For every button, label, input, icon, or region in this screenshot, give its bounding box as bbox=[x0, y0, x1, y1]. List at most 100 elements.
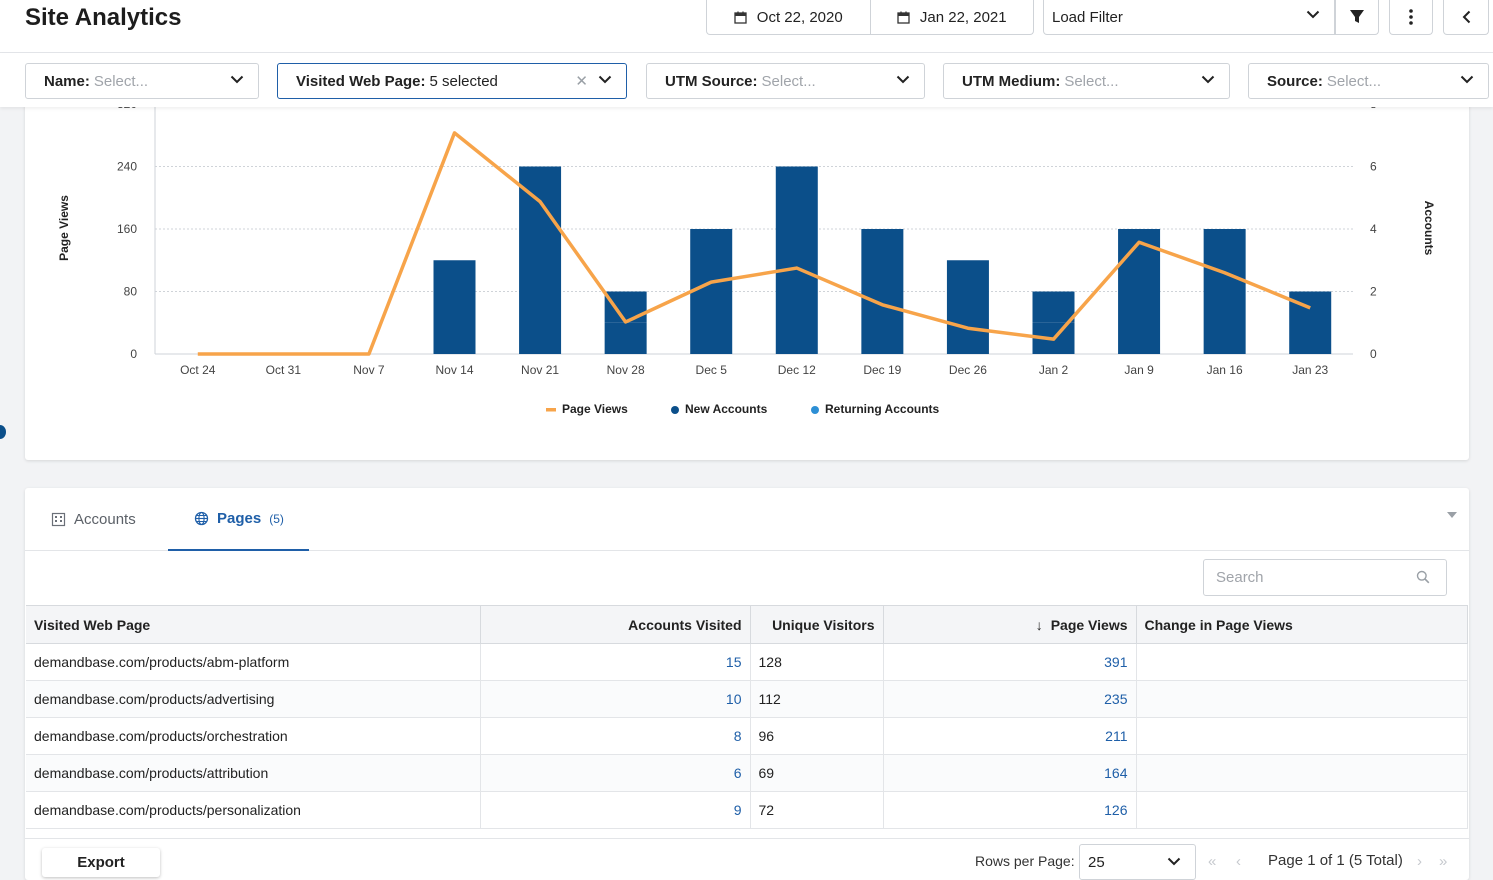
x-tick-label: Nov 28 bbox=[607, 363, 645, 377]
load-filter-label: Load Filter bbox=[1052, 8, 1123, 26]
bar-new-accounts bbox=[775, 166, 818, 354]
column-header-unique-visitors[interactable]: Unique Visitors bbox=[750, 605, 884, 644]
end-date-button[interactable]: Jan 22, 2021 bbox=[869, 0, 1034, 34]
globe-icon bbox=[194, 511, 209, 526]
rows-per-page-select[interactable]: 25 bbox=[1079, 844, 1196, 880]
change-cell bbox=[1136, 754, 1468, 792]
next-page-icon[interactable]: › bbox=[1417, 853, 1422, 870]
x-tick-label: Dec 26 bbox=[949, 363, 987, 377]
bar-new-accounts bbox=[861, 229, 904, 354]
sort-descending-icon: ↓ bbox=[1035, 616, 1043, 633]
y2-tick-label: 4 bbox=[1370, 222, 1377, 236]
column-header-page-views[interactable]: ↓ Page Views bbox=[883, 605, 1137, 644]
unique-visitors-cell: 96 bbox=[750, 717, 884, 755]
y-tick-label: 0 bbox=[130, 347, 137, 361]
page-cell: demandbase.com/products/advertising bbox=[26, 680, 481, 718]
more-vertical-icon bbox=[1409, 9, 1413, 25]
accounts-visited-link[interactable]: 10 bbox=[480, 680, 751, 718]
more-options-button[interactable] bbox=[1389, 0, 1433, 35]
page-views-link[interactable]: 164 bbox=[883, 754, 1137, 792]
x-tick-label: Oct 24 bbox=[180, 363, 216, 377]
page-cell: demandbase.com/products/orchestration bbox=[26, 717, 481, 755]
last-page-icon[interactable]: » bbox=[1439, 853, 1448, 870]
x-tick-label: Nov 21 bbox=[521, 363, 559, 377]
x-tick-label: Nov 14 bbox=[435, 363, 473, 377]
bar-new-accounts bbox=[1118, 229, 1161, 354]
accounts-visited-link[interactable]: 8 bbox=[480, 717, 751, 755]
tab-pages[interactable]: Pages (5) bbox=[168, 488, 309, 551]
tab-accounts[interactable]: Accounts bbox=[51, 488, 136, 551]
page-cell: demandbase.com/products/personalization bbox=[26, 791, 481, 829]
filter-label: Visited Web Page: bbox=[296, 72, 426, 90]
page-cell: demandbase.com/products/abm-platform bbox=[26, 643, 481, 681]
y2-tick-label: 2 bbox=[1370, 285, 1377, 299]
filter-button[interactable] bbox=[1335, 0, 1379, 35]
filter-value: Select... bbox=[761, 72, 816, 90]
column-header-accounts-visited[interactable]: Accounts Visited bbox=[480, 605, 751, 644]
pages-table: Visited Web Page Accounts Visited Unique… bbox=[26, 605, 1468, 829]
page-views-link[interactable]: 126 bbox=[883, 791, 1137, 829]
change-cell bbox=[1136, 680, 1468, 718]
export-button[interactable]: Export bbox=[42, 848, 160, 877]
utm-medium-filter-select[interactable]: UTM Medium: Select... bbox=[943, 63, 1230, 99]
utm-source-filter-select[interactable]: UTM Source: Select... bbox=[646, 63, 925, 99]
rows-per-page-label: Rows per Page: bbox=[975, 853, 1075, 869]
accounts-visited-link[interactable]: 15 bbox=[480, 643, 751, 681]
search-icon bbox=[1416, 570, 1430, 584]
visited-web-page-filter-select[interactable]: Visited Web Page: 5 selected ✕ bbox=[277, 63, 627, 99]
bar-new-accounts bbox=[946, 260, 989, 354]
collapse-panel-button[interactable] bbox=[1443, 0, 1489, 35]
table-card: Accounts Pages (5) Visited Web Page Acco… bbox=[25, 488, 1469, 880]
tab-label: Pages bbox=[217, 510, 262, 527]
filter-label: Name: bbox=[44, 72, 90, 90]
chevron-down-icon bbox=[598, 75, 612, 84]
bar-new-accounts bbox=[1203, 229, 1246, 354]
column-header-label: Page Views bbox=[1050, 616, 1128, 633]
table-row: demandbase.com/products/orchestration 8 … bbox=[26, 717, 1468, 755]
filter-label: UTM Medium: bbox=[962, 72, 1061, 90]
x-tick-label: Dec 12 bbox=[778, 363, 816, 377]
date-range-picker: Oct 22, 2020 Jan 22, 2021 bbox=[706, 0, 1034, 35]
chevron-left-icon bbox=[1462, 10, 1470, 24]
search-input[interactable] bbox=[1203, 559, 1447, 596]
table-row: demandbase.com/products/attribution 6 69… bbox=[26, 754, 1468, 792]
end-date-label: Jan 22, 2021 bbox=[919, 8, 1007, 26]
filter-value: Select... bbox=[1326, 72, 1382, 90]
start-date-button[interactable]: Oct 22, 2020 bbox=[707, 0, 870, 34]
column-header-change-in-page-views[interactable]: Change in Page Views bbox=[1136, 605, 1468, 644]
page-title: Site Analytics bbox=[25, 4, 182, 31]
y-axis-title: Page Views bbox=[57, 195, 71, 261]
chevron-down-icon bbox=[1306, 10, 1320, 19]
filter-value: 5 selected bbox=[429, 72, 498, 90]
x-tick-label: Jan 16 bbox=[1207, 363, 1243, 377]
first-page-icon[interactable]: « bbox=[1208, 853, 1217, 870]
name-filter-select[interactable]: Name: Select... bbox=[25, 63, 259, 99]
load-filter-select[interactable]: Load Filter bbox=[1043, 0, 1335, 35]
filter-icon bbox=[1350, 10, 1364, 23]
prev-page-icon[interactable]: ‹ bbox=[1236, 853, 1241, 870]
caret-down-icon[interactable] bbox=[1447, 512, 1457, 518]
close-icon[interactable]: ✕ bbox=[575, 73, 588, 90]
page-views-link[interactable]: 211 bbox=[883, 717, 1137, 755]
accounts-visited-link[interactable]: 6 bbox=[480, 754, 751, 792]
change-cell bbox=[1136, 791, 1468, 829]
building-icon bbox=[51, 512, 66, 527]
bar-new-accounts bbox=[519, 166, 562, 354]
calendar-icon bbox=[897, 11, 910, 24]
chevron-down-icon bbox=[230, 75, 244, 84]
column-header-visited-web-page[interactable]: Visited Web Page bbox=[26, 605, 481, 644]
source-filter-select[interactable]: Source: Select... bbox=[1248, 63, 1489, 99]
chevron-down-icon bbox=[896, 75, 910, 84]
page-views-link[interactable]: 235 bbox=[883, 680, 1137, 718]
page-views-link[interactable]: 391 bbox=[883, 643, 1137, 681]
x-tick-label: Jan 2 bbox=[1039, 363, 1069, 377]
legend-marker-new-accounts bbox=[671, 406, 679, 414]
unique-visitors-cell: 112 bbox=[750, 680, 884, 718]
tab-count: (5) bbox=[269, 511, 284, 526]
y2-axis-title: Accounts bbox=[1422, 201, 1436, 256]
x-tick-label: Jan 23 bbox=[1292, 363, 1328, 377]
y-tick-label: 160 bbox=[117, 222, 137, 236]
filter-bar: Name: Select... Visited Web Page: 5 sele… bbox=[0, 53, 1493, 107]
accounts-visited-link[interactable]: 9 bbox=[480, 791, 751, 829]
